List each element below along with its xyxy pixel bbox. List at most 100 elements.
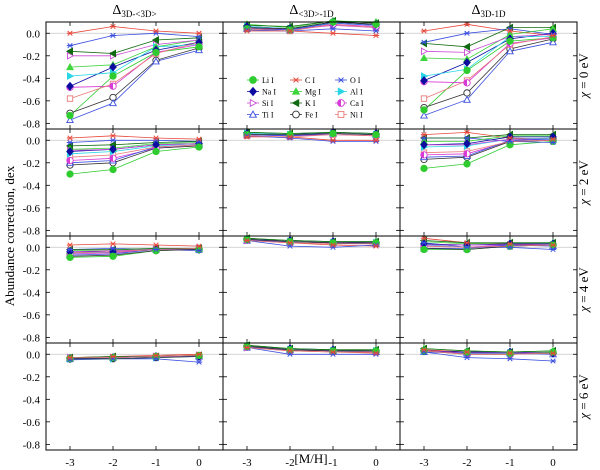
series-line-na-i [423, 243, 553, 246]
data-point-c-i [329, 137, 337, 143]
legend-label: Al I [350, 88, 363, 97]
data-point-c-i [152, 28, 160, 34]
data-point-li-i [506, 141, 514, 149]
panel-row3-col2 [222, 234, 401, 344]
series-line-k-i [246, 344, 376, 351]
data-point-k-i [65, 47, 74, 56]
y-tick-label: -0.6 [23, 96, 41, 108]
legend-label: Fe I [305, 111, 318, 120]
legend-item-si-i: Si I [247, 98, 274, 108]
data-point-c-i [372, 350, 380, 356]
data-point-c-i [372, 32, 380, 39]
series-line-o-i [246, 240, 377, 248]
x-tick-label: -1 [328, 457, 337, 469]
series-line-o-i [69, 32, 200, 47]
legend-label: O I [350, 76, 361, 85]
series-line-c-i [69, 26, 200, 34]
data-point-c-i [195, 351, 203, 357]
y-tick-label: -0.6 [23, 310, 41, 322]
data-point-na-i [66, 81, 74, 91]
legend-item-ti-i: Ti I [247, 110, 274, 120]
data-point-si-i [420, 47, 429, 56]
legend-marker-ca-i [337, 99, 345, 107]
data-point-c-i [549, 350, 557, 356]
data-point-li-i [549, 348, 557, 356]
data-point-ti-i [549, 38, 557, 46]
data-point-c-i [66, 242, 74, 248]
data-point-o-i [463, 244, 471, 250]
data-point-li-i [420, 347, 428, 355]
x-tick-label: -2 [108, 457, 117, 469]
series-line-k-i [69, 37, 200, 54]
series-line-fe-i [70, 356, 200, 360]
series-line-ni-i [70, 355, 200, 359]
row-label-2: χ = 2 eV [576, 160, 591, 207]
data-point-c-i [109, 133, 117, 139]
series-line-si-i [423, 34, 554, 53]
series-line-c-i [423, 23, 554, 36]
data-point-na-i [109, 62, 117, 72]
legend-marker-li-i [249, 76, 257, 84]
series-line-fe-i [246, 346, 376, 352]
data-point-c-i [152, 242, 160, 248]
data-point-c-i [243, 237, 251, 244]
series-line-fe-i [247, 133, 377, 136]
panel-row3-col3 [399, 235, 578, 344]
data-point-o-i [420, 39, 428, 45]
y-tick-label: -0.6 [23, 203, 41, 215]
data-point-li-i [195, 245, 203, 254]
y-tick-label: 0.0 [26, 242, 40, 254]
data-point-li-i [506, 37, 514, 45]
data-point-c-i [420, 347, 428, 353]
data-point-o-i [109, 245, 117, 252]
data-point-li-i [66, 253, 74, 262]
x-tick-label: 0 [550, 457, 556, 469]
legend-item-ni-i: Ni I [335, 111, 363, 120]
series-line-fe-i [246, 239, 376, 244]
data-point-fe-i [463, 89, 471, 97]
data-point-c-i [286, 134, 294, 140]
series-line-fe-i [69, 145, 200, 166]
data-point-c-i [420, 235, 428, 241]
series-line-o-i [69, 139, 200, 143]
series-line-al-i [423, 36, 553, 77]
legend-label: Ca I [350, 99, 364, 108]
data-point-ca-i [109, 154, 117, 162]
data-point-li-i [329, 347, 337, 355]
series-line-ni-i [246, 240, 376, 245]
data-point-o-i [66, 42, 74, 49]
legend-label: Si I [262, 99, 274, 108]
series-line-si-i [424, 138, 553, 146]
legend-marker-ni-i [337, 111, 345, 118]
series-line-o-i [246, 28, 377, 32]
data-point-c-i [243, 28, 251, 34]
y-tick-label: -0.8 [23, 439, 41, 451]
data-point-al-i [66, 72, 75, 81]
data-point-c-i [243, 134, 251, 140]
data-point-si-i [463, 48, 472, 57]
y-tick-label: 0.0 [26, 135, 40, 147]
data-point-na-i [420, 76, 428, 86]
data-point-na-i [66, 147, 74, 157]
data-point-li-i [329, 129, 337, 138]
series-line-ni-i [423, 139, 554, 154]
data-point-c-i [506, 241, 514, 247]
data-point-ti-i [66, 115, 74, 123]
y-tick-label: -0.4 [23, 287, 41, 299]
legend-marker-mg-i [291, 87, 301, 95]
data-point-o-i [463, 135, 471, 141]
data-point-c-i [109, 23, 117, 30]
y-tick-label: -0.4 [23, 73, 41, 85]
series-line-al-i [69, 44, 200, 77]
legend-marker-na-i [249, 86, 257, 97]
data-point-li-i [420, 245, 428, 254]
series-line-c-i [69, 243, 200, 247]
panel-row2-col1 [45, 128, 224, 237]
series-line-na-i [69, 41, 200, 87]
panel-background [46, 343, 223, 450]
data-point-o-i [549, 246, 557, 253]
data-point-li-i [243, 235, 251, 244]
data-point-li-i [152, 246, 160, 255]
y-tick-label: -0.4 [23, 394, 41, 406]
